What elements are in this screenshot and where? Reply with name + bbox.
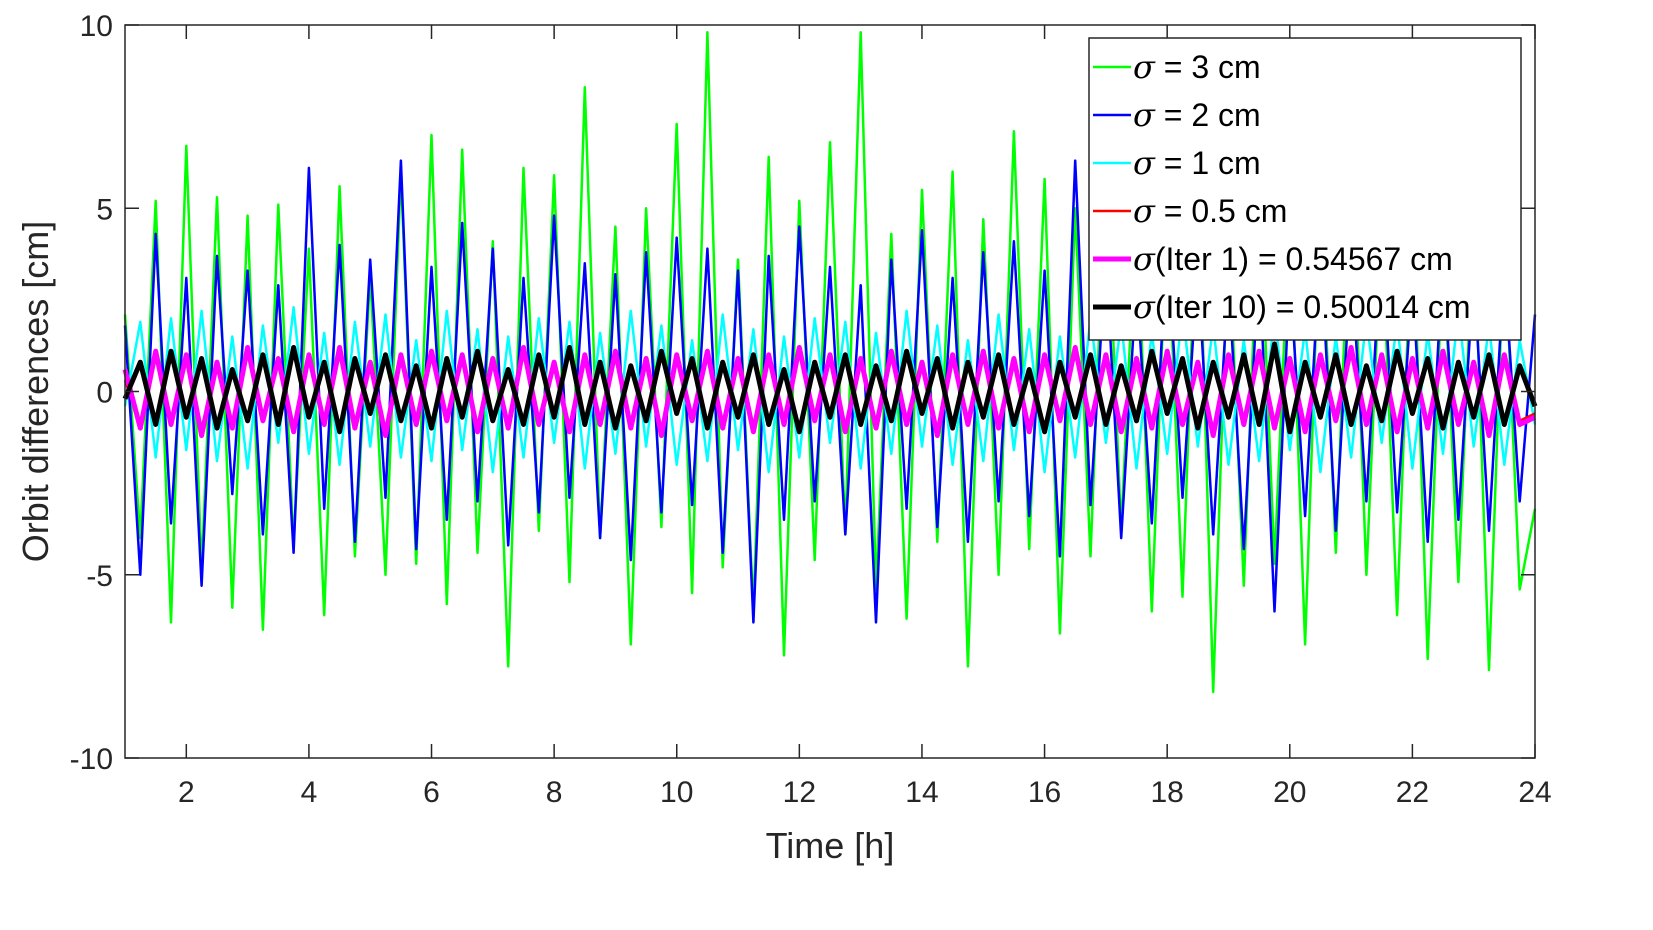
legend-item: σ = 0.5 cm [1093,192,1287,230]
x-tick-label: 18 [1150,776,1183,809]
x-tick-label: 8 [546,776,563,809]
legend-items: σ = 3 cmσ = 2 cmσ = 1 cmσ = 0.5 cmσ(Iter… [1093,48,1471,326]
legend-item: σ = 1 cm [1093,144,1261,182]
legend-box [1088,37,1522,341]
x-tick-label: 24 [1518,776,1551,809]
series-line-5 [122,345,1537,438]
legend-item: σ(Iter 1) = 0.54567 cm [1093,240,1453,278]
legend-item: σ = 2 cm [1093,96,1261,134]
series-layer [122,31,1538,694]
y-tick-label: 10 [80,10,113,43]
legend-sigma: σ [1133,288,1156,326]
legend-label-rest: = 1 cm [1155,145,1261,181]
legend-label-rest: (Iter 1) = 0.54567 cm [1155,241,1453,277]
series-line-6 [122,341,1538,435]
legend-item: σ(Iter 10) = 0.50014 cm [1093,288,1471,326]
y-tick-label: -5 [86,560,113,593]
legend-item: σ = 3 cm [1093,48,1261,86]
x-tick-label: 22 [1396,776,1429,809]
legend-label: σ(Iter 1) = 0.54567 cm [1133,240,1453,278]
y-axis-label: Orbit differences [cm] [15,221,56,562]
x-tick-label: 16 [1028,776,1061,809]
legend-label: σ = 0.5 cm [1133,192,1287,230]
legend-sigma: σ [1133,144,1156,182]
legend-label: σ = 3 cm [1133,48,1261,86]
x-tick-label: 10 [660,776,693,809]
legend-label-rest: = 0.5 cm [1155,193,1288,229]
x-axis-label: Time [h] [766,825,895,866]
y-tick-label: 5 [96,193,113,226]
y-tick-label: -10 [70,743,113,776]
legend: σ = 3 cmσ = 2 cmσ = 1 cmσ = 0.5 cmσ(Iter… [1088,37,1522,341]
legend-sigma: σ [1133,96,1156,134]
y-tick-label: 0 [96,377,113,410]
series-line-3 [123,305,1537,474]
series-line-2 [123,159,1537,624]
legend-sigma: σ [1133,240,1156,278]
x-tick-label: 2 [178,776,195,809]
legend-label-rest: (Iter 10) = 0.50014 cm [1155,289,1471,325]
x-tick-label: 4 [301,776,318,809]
legend-label: σ(Iter 10) = 0.50014 cm [1133,288,1471,326]
x-tick-label: 12 [783,776,816,809]
legend-label: σ = 2 cm [1133,96,1261,134]
legend-label-rest: = 3 cm [1155,49,1261,85]
legend-label-rest: = 2 cm [1155,97,1261,133]
legend-sigma: σ [1133,192,1156,230]
x-tick-label: 14 [905,776,938,809]
x-tick-label: 6 [423,776,440,809]
legend-sigma: σ [1133,48,1156,86]
x-tick-label: 20 [1273,776,1306,809]
legend-label: σ = 1 cm [1133,144,1261,182]
